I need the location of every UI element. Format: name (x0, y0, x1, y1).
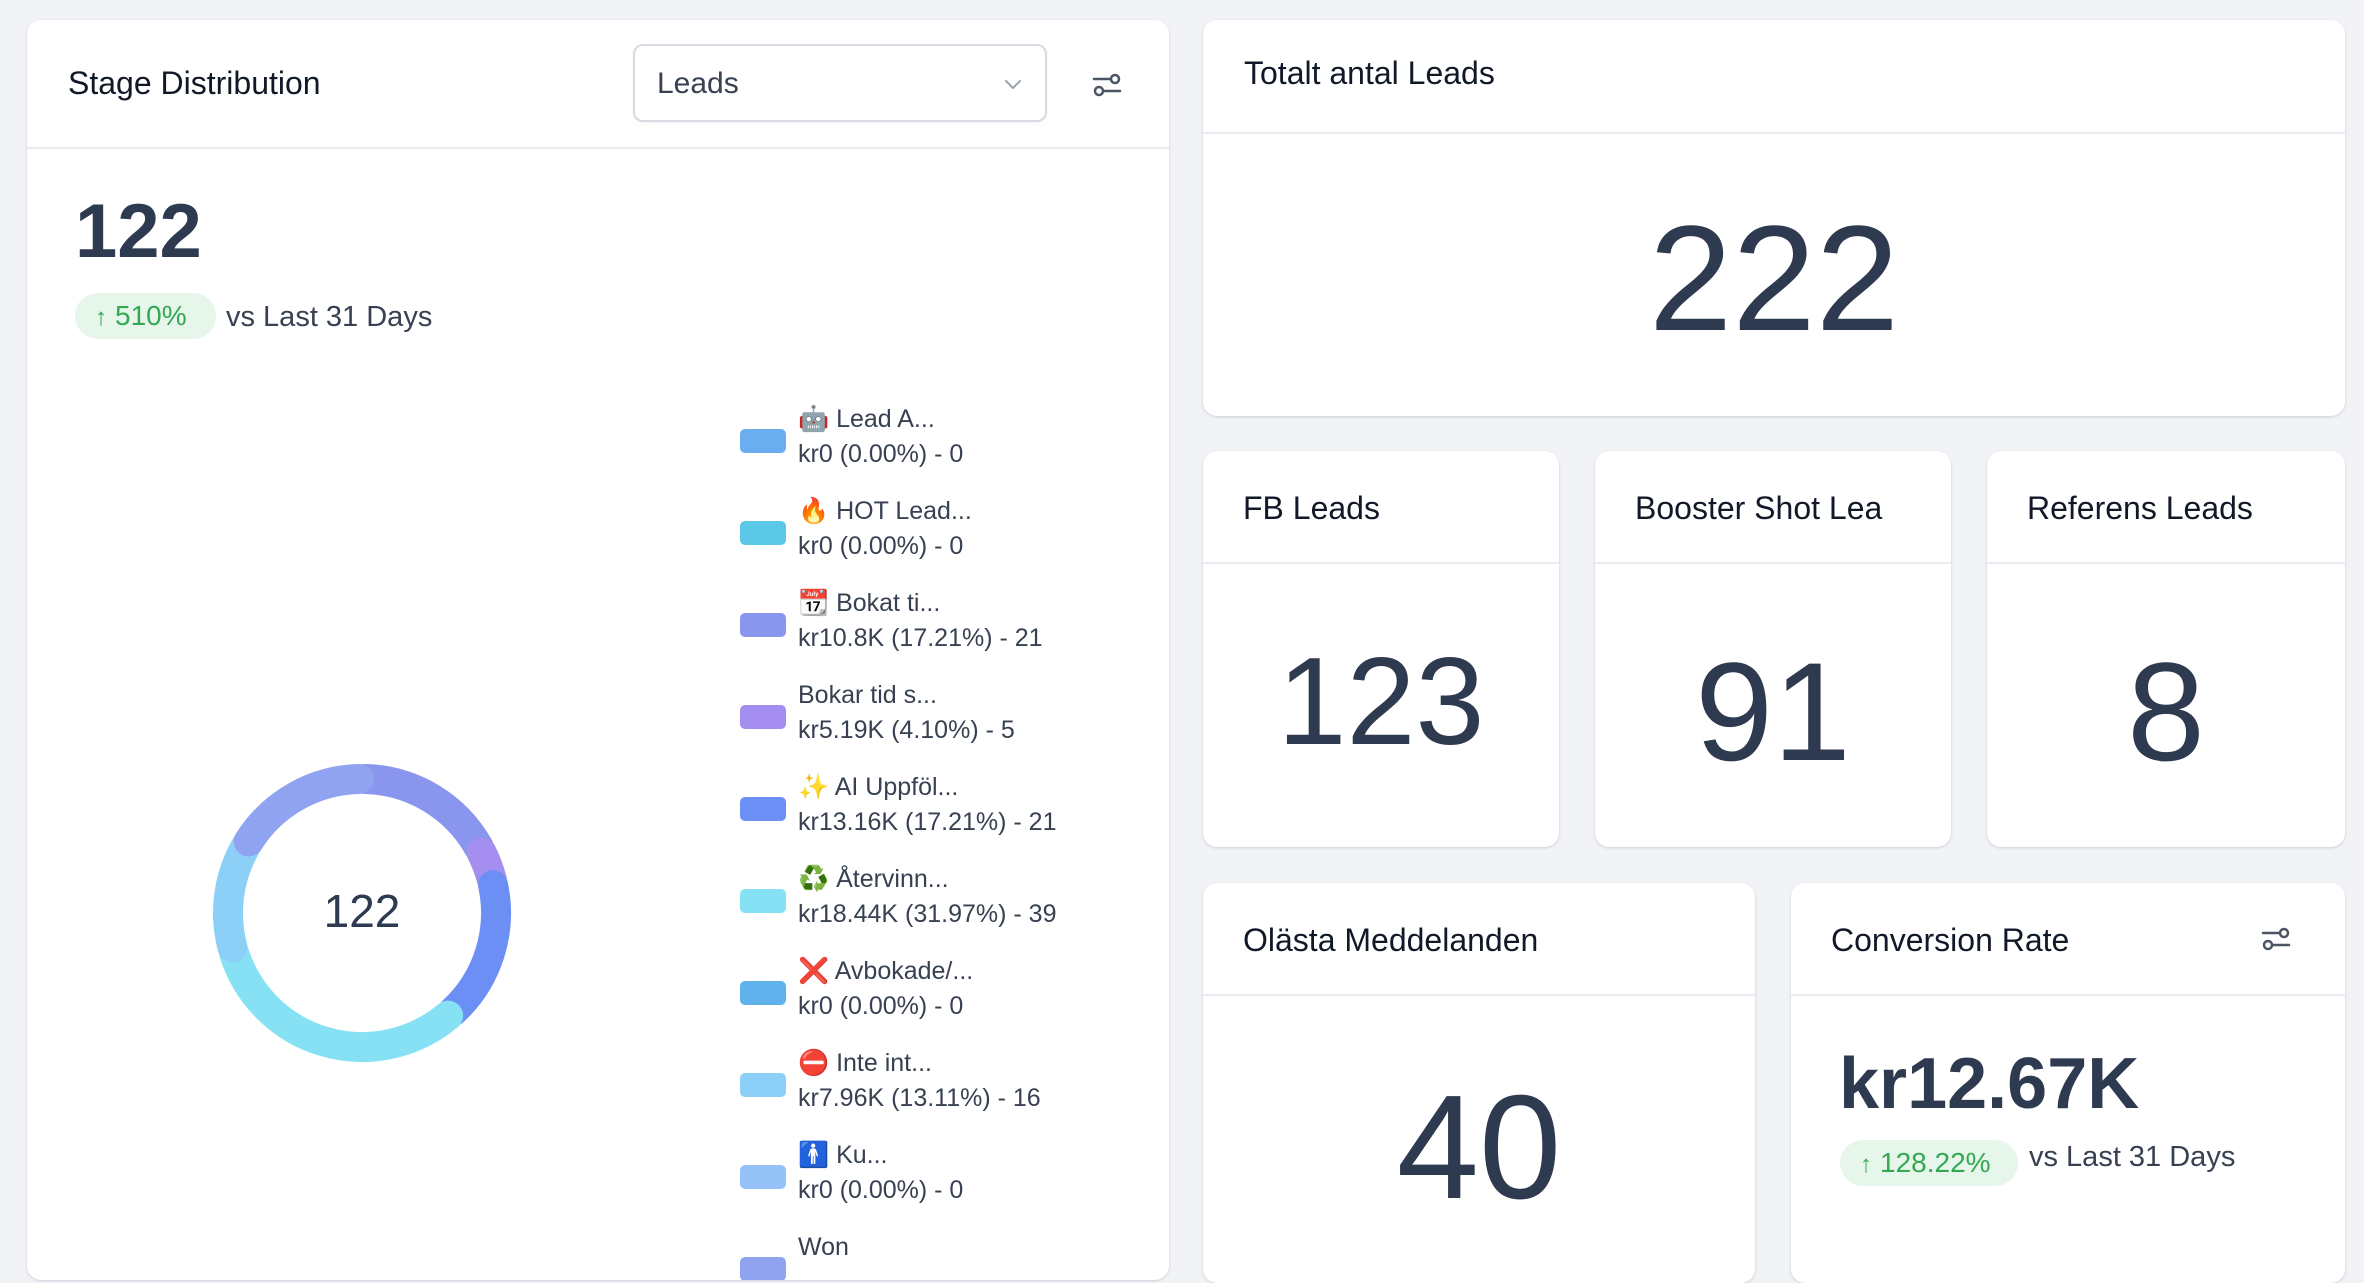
legend-item[interactable]: Bokar tid s... kr5.19K (4.10%) - 5 (740, 681, 1160, 761)
conversion-rate-header: Conversion Rate (1791, 883, 2345, 996)
referens-leads-header: Referens Leads (1987, 451, 2345, 564)
booster-leads-value: 91 (1695, 633, 1851, 790)
legend-item-name: 🤖 Lead A... (798, 405, 935, 433)
legend-swatch (740, 429, 786, 453)
stage-distribution-card: Stage Distribution Leads 122 ↑ 510% vs La… (27, 20, 1169, 1280)
legend-swatch (740, 1165, 786, 1189)
conversion-change-value: 128.22% (1880, 1147, 1991, 1178)
unread-messages-value: 40 (1396, 1065, 1562, 1230)
legend-item-name: ✨ AI Uppföl... (798, 773, 959, 801)
stage-distribution-title: Stage Distribution (68, 65, 321, 101)
filter-settings-icon[interactable] (2259, 922, 2293, 956)
filter-settings-icon[interactable] (1090, 68, 1124, 102)
unread-messages-card: Olästa Meddelanden 40 (1203, 883, 1755, 1283)
legend-item-name: ⛔ Inte int... (798, 1049, 932, 1077)
pipeline-select[interactable]: Leads (633, 44, 1047, 122)
conversion-change-badge: ↑ 128.22% (1840, 1140, 2018, 1186)
legend-item[interactable]: ❌ Avbokade/... kr0 (0.00%) - 0 (740, 957, 1160, 1037)
legend-swatch (740, 981, 786, 1005)
legend-item-name: ❌ Avbokade/... (798, 957, 974, 985)
total-leads-card: Totalt antal Leads 222 (1203, 20, 2345, 416)
total-leads-title: Totalt antal Leads (1244, 55, 1495, 91)
legend-swatch (740, 797, 786, 821)
pipeline-select-value: Leads (657, 67, 739, 100)
unread-messages-title: Olästa Meddelanden (1243, 922, 1539, 958)
legend-swatch (740, 521, 786, 545)
legend-item[interactable]: ⛔ Inte int... kr7.96K (13.11%) - 16 (740, 1049, 1160, 1129)
stage-change-suffix: vs Last 31 Days (226, 301, 433, 333)
chevron-down-icon (1005, 80, 1021, 89)
legend-item[interactable]: ♻️ Återvinn... kr18.44K (31.97%) - 39 (740, 865, 1160, 945)
arrow-up-icon: ↑ (95, 304, 107, 331)
total-leads-header: Totalt antal Leads (1203, 20, 2345, 134)
donut-segment[interactable] (350, 764, 494, 863)
arrow-up-icon: ↑ (1860, 1151, 1872, 1178)
stage-donut-chart (213, 764, 511, 1062)
referens-leads-title: Referens Leads (2027, 490, 2253, 526)
legend-item[interactable]: 🚹 Ku... kr0 (0.00%) - 0 (740, 1141, 1160, 1221)
legend-item-value: kr0 (0.00%) - 0 (798, 1176, 964, 1204)
fb-leads-title: FB Leads (1243, 490, 1380, 526)
stage-total-value: 122 (75, 189, 202, 274)
legend-item-value: kr7.96K (13.11%) - 16 (798, 1084, 1041, 1112)
legend-item-name: Bokar tid s... (798, 681, 937, 709)
legend-item-value: kr0 (0.00%) - 0 (798, 440, 964, 468)
legend-item-name: ♻️ Återvinn... (798, 865, 949, 893)
booster-leads-card: Booster Shot Lea 91 (1595, 451, 1951, 847)
conversion-rate-value: kr12.67K (1839, 1044, 2140, 1124)
stage-distribution-header: Stage Distribution Leads (27, 20, 1169, 149)
fb-leads-header: FB Leads (1203, 451, 1559, 564)
fb-leads-value: 123 (1277, 633, 1485, 771)
legend-swatch (740, 705, 786, 729)
legend-item-name: Won (798, 1233, 849, 1261)
donut-segment[interactable] (233, 764, 374, 857)
legend-item-value: kr10.8K (17.21%) - 21 (798, 624, 1043, 652)
legend-item[interactable]: 🤖 Lead A... kr0 (0.00%) - 0 (740, 405, 1160, 485)
stage-change-badge: ↑ 510% (75, 293, 216, 339)
referens-leads-value: 8 (2127, 633, 2205, 790)
donut-segment[interactable] (219, 938, 464, 1062)
legend-item-value: kr0 (0.00%) - 0 (798, 992, 964, 1020)
legend-item-name: 📆 Bokat ti... (798, 589, 941, 617)
conversion-change-suffix: vs Last 31 Days (2029, 1141, 2236, 1173)
total-leads-value: 222 (1648, 194, 1900, 362)
legend-swatch (740, 889, 786, 913)
legend-swatch (740, 1257, 786, 1280)
legend-item-value: kr5.19K (4.10%) - 5 (798, 716, 1015, 744)
donut-segment[interactable] (213, 831, 261, 963)
conversion-rate-title: Conversion Rate (1831, 922, 2070, 958)
stage-change-value: 510% (115, 300, 187, 331)
fb-leads-card: FB Leads 123 (1203, 451, 1559, 847)
booster-leads-header: Booster Shot Lea (1595, 451, 1951, 564)
legend-swatch (740, 613, 786, 637)
legend-swatch (740, 1073, 786, 1097)
legend-item-name: 🚹 Ku... (798, 1141, 888, 1169)
booster-leads-title: Booster Shot Lea (1635, 490, 1883, 526)
referens-leads-card: Referens Leads 8 (1987, 451, 2345, 847)
legend-item-value: kr13.16K (17.21%) - 21 (798, 808, 1057, 836)
legend-item[interactable]: 🔥 HOT Lead... kr0 (0.00%) - 0 (740, 497, 1160, 577)
conversion-rate-card: Conversion Rate kr12.67K ↑ 128.22% vs Las… (1791, 883, 2345, 1283)
legend-item-name: 🔥 HOT Lead... (798, 497, 972, 525)
legend-item-value: kr0 (0.00%) - 0 (798, 532, 964, 560)
legend-item[interactable]: Won (740, 1233, 1160, 1280)
legend-item[interactable]: 📆 Bokat ti... kr10.8K (17.21%) - 21 (740, 589, 1160, 669)
legend-item-value: kr18.44K (31.97%) - 39 (798, 900, 1057, 928)
unread-messages-header: Olästa Meddelanden (1203, 883, 1755, 996)
legend-item[interactable]: ✨ AI Uppföl... kr13.16K (17.21%) - 21 (740, 773, 1160, 853)
donut-center-total: 122 (323, 885, 401, 937)
donut-segment[interactable] (437, 870, 511, 1027)
